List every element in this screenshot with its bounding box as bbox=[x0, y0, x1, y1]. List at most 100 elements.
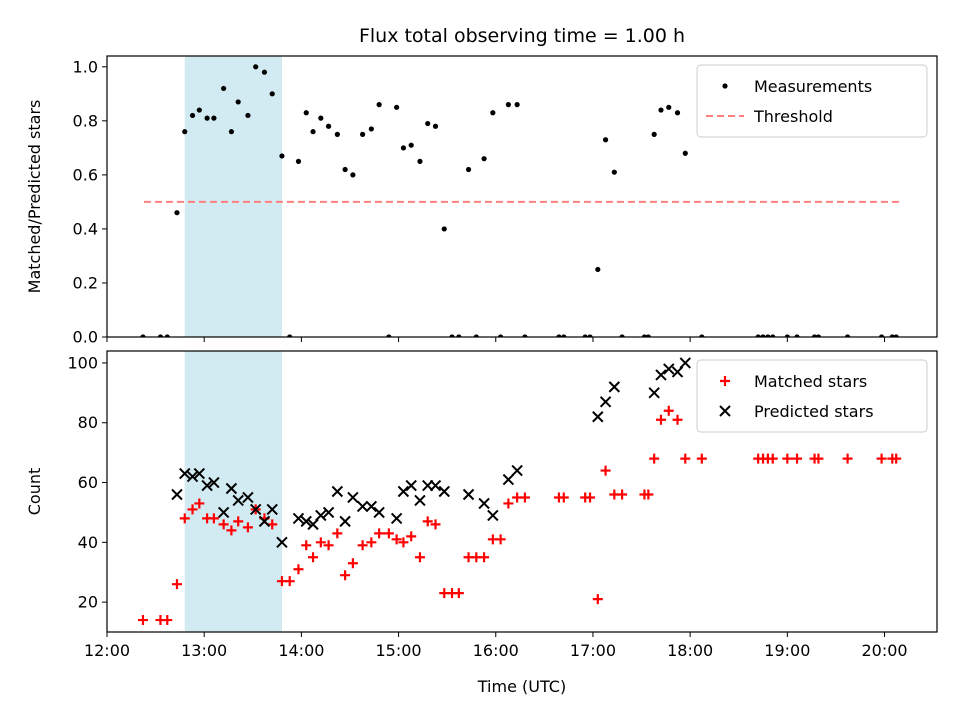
data-point bbox=[267, 519, 278, 530]
data-point bbox=[682, 150, 688, 156]
data-point bbox=[556, 334, 562, 337]
data-point bbox=[479, 552, 490, 563]
data-point bbox=[221, 85, 227, 92]
data-point bbox=[332, 528, 343, 539]
data-point bbox=[487, 509, 499, 522]
data-point bbox=[194, 498, 205, 509]
highlight-span bbox=[184, 56, 282, 337]
data-point bbox=[558, 492, 569, 503]
x-tick-label: 12:00 bbox=[84, 641, 130, 660]
y-tick-label: 1.0 bbox=[73, 57, 98, 76]
y-tick-label: 80 bbox=[78, 413, 98, 432]
data-marks bbox=[140, 64, 899, 337]
data-point bbox=[453, 588, 464, 599]
legend-marker bbox=[720, 376, 730, 386]
data-point bbox=[310, 129, 316, 135]
data-point bbox=[879, 334, 885, 337]
data-point bbox=[242, 522, 253, 533]
data-point bbox=[339, 515, 351, 528]
data-point bbox=[893, 334, 899, 337]
data-point bbox=[331, 485, 344, 498]
data-point bbox=[478, 497, 490, 510]
x-axis bbox=[106, 337, 886, 342]
y-tick-label: 0.2 bbox=[73, 273, 98, 292]
data-point bbox=[261, 69, 268, 75]
data-point bbox=[587, 334, 593, 337]
data-point bbox=[602, 137, 609, 143]
y-axis: 0.0 0.2 0.4 0.6 0.8 1.0 bbox=[73, 57, 107, 347]
data-point bbox=[308, 552, 319, 563]
data-point bbox=[174, 210, 180, 216]
data-point bbox=[211, 115, 217, 121]
data-point bbox=[429, 479, 442, 492]
data-point bbox=[179, 513, 190, 524]
data-point bbox=[655, 369, 667, 381]
data-point bbox=[490, 110, 496, 116]
data-point bbox=[383, 528, 394, 539]
data-point bbox=[599, 396, 612, 408]
data-point bbox=[307, 518, 319, 531]
data-point bbox=[225, 482, 238, 495]
axes-frame bbox=[106, 350, 938, 633]
legend-label: Measurements bbox=[754, 77, 872, 96]
data-point bbox=[408, 142, 414, 148]
data-point bbox=[357, 540, 368, 551]
data-point bbox=[666, 104, 672, 110]
data-point bbox=[891, 453, 902, 464]
data-point bbox=[400, 145, 407, 151]
data-point bbox=[266, 503, 278, 516]
legend-marker bbox=[722, 83, 728, 89]
x-axis: 12:00 13:00 14:00 15:00 16:00 17:00 18:00 19:00… bbox=[84, 632, 908, 660]
data-point bbox=[391, 534, 402, 545]
data-point bbox=[619, 334, 625, 337]
data-point bbox=[242, 491, 254, 504]
data-point bbox=[765, 334, 771, 337]
data-point bbox=[511, 464, 523, 477]
x-tick-label: 17:00 bbox=[570, 641, 616, 660]
series-1 bbox=[171, 357, 691, 549]
x-tick-label: 15:00 bbox=[376, 641, 422, 660]
y-tick-label: 20 bbox=[78, 593, 98, 612]
data-point bbox=[347, 558, 358, 569]
count-panel: 20 40 60 80 100 12:00 13:00 14:00 15:00 16:00 17:0… bbox=[25, 350, 938, 696]
data-point bbox=[300, 515, 312, 528]
data-point bbox=[162, 615, 173, 626]
data-point bbox=[561, 334, 567, 337]
data-point bbox=[366, 537, 377, 548]
data-point bbox=[258, 515, 271, 528]
data-point bbox=[187, 504, 198, 515]
series-0 bbox=[137, 405, 902, 626]
data-point bbox=[760, 334, 766, 337]
data-point bbox=[674, 110, 681, 116]
data-point bbox=[287, 334, 293, 337]
data-point bbox=[645, 334, 651, 337]
x-axis-label: Time (UTC) bbox=[477, 677, 566, 696]
data-point bbox=[582, 334, 588, 337]
data-point bbox=[651, 131, 657, 137]
legend-label: Predicted stars bbox=[754, 402, 874, 421]
data-point bbox=[672, 414, 683, 425]
y-axis-label: Matched/Predicted stars bbox=[25, 100, 44, 294]
data-point bbox=[376, 102, 382, 108]
data-point bbox=[340, 570, 351, 581]
data-point bbox=[386, 334, 392, 337]
data-point bbox=[140, 334, 146, 337]
data-point bbox=[792, 453, 803, 464]
data-point bbox=[390, 512, 403, 525]
data-point bbox=[204, 115, 210, 121]
data-point bbox=[663, 405, 674, 416]
legend: Matched stars Predicted stars bbox=[696, 359, 928, 433]
data-point bbox=[815, 334, 822, 337]
data-point bbox=[360, 131, 366, 137]
data-point bbox=[592, 594, 603, 605]
data-point bbox=[315, 537, 326, 548]
data-point bbox=[201, 479, 213, 492]
data-point bbox=[233, 516, 244, 527]
data-point bbox=[196, 107, 202, 113]
data-point bbox=[322, 506, 335, 519]
data-point bbox=[617, 489, 628, 500]
data-point bbox=[235, 99, 241, 105]
legend-marker bbox=[719, 405, 731, 417]
data-point bbox=[303, 110, 309, 116]
